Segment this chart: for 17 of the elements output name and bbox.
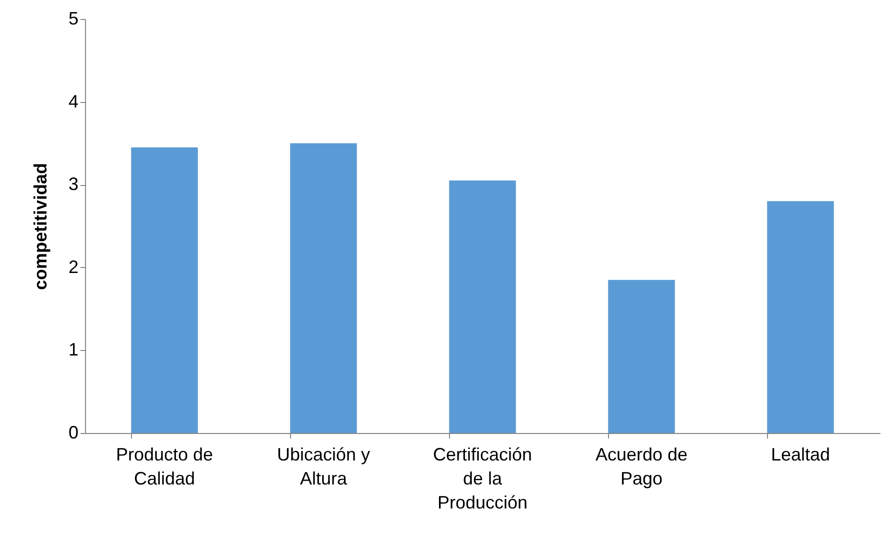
- x-tick-label: Acuerdo de Pago: [595, 444, 688, 488]
- y-axis-title: competitividad: [30, 162, 50, 290]
- bar: [290, 143, 357, 433]
- bar: [131, 147, 198, 433]
- bar: [767, 201, 834, 433]
- y-tick-label: 2: [68, 256, 78, 277]
- bar: [449, 180, 516, 433]
- y-tick-label: 0: [68, 422, 78, 442]
- x-tick-label: Ubicación y Altura: [276, 444, 370, 488]
- y-tick-label: 1: [68, 340, 78, 360]
- bar: [608, 280, 675, 433]
- y-tick-label: 3: [68, 174, 78, 194]
- x-tick-label: Certificación de la Producción: [432, 444, 532, 512]
- x-tick-label: Producto de Calidad: [116, 444, 214, 488]
- x-tick-label: Lealtad: [770, 444, 830, 464]
- y-tick-label: 4: [68, 91, 78, 112]
- y-tick-label: 5: [68, 8, 78, 28]
